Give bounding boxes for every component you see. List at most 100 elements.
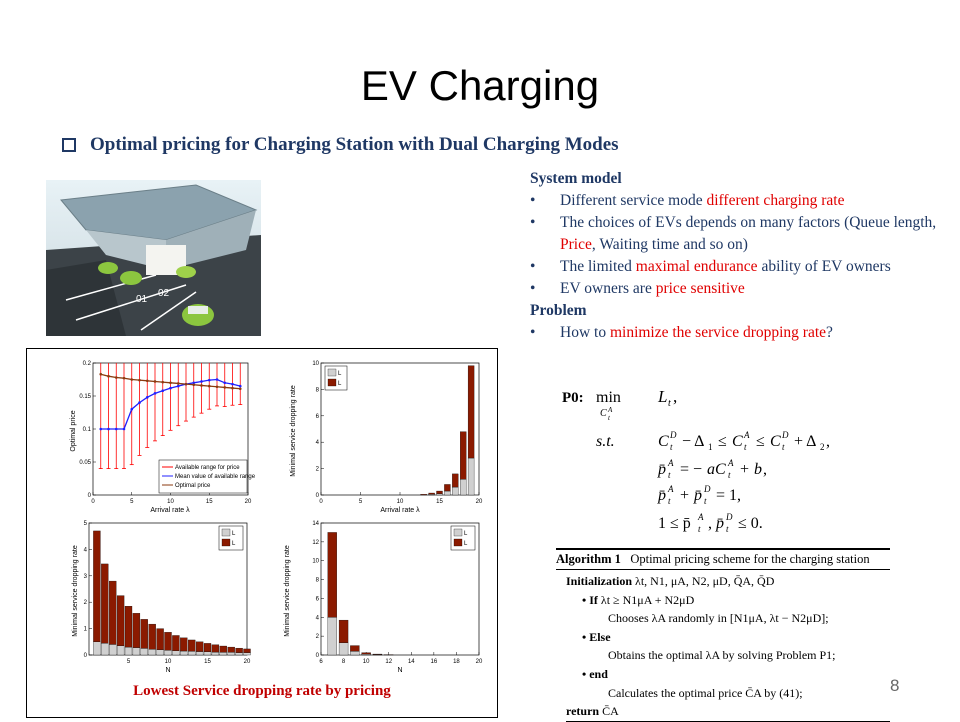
constraint-1: C (658, 433, 669, 450)
svg-text:≤ 0.: ≤ 0. (738, 515, 763, 532)
page-number: 8 (890, 676, 899, 696)
svg-text:D: D (725, 512, 733, 522)
optimal-price-point (192, 383, 195, 386)
optimal-price-point (146, 380, 149, 383)
svg-text:A: A (697, 512, 704, 522)
optimal-price-point (107, 375, 110, 378)
slide-subtitle: Optimal pricing for Charging Station wit… (62, 134, 619, 156)
constraint-4: 1 ≤ p̄ (658, 515, 691, 532)
y-tick-label: 0.05 (79, 460, 91, 466)
constraint-2: p̄ (657, 461, 666, 478)
algo-line-solve: Obtains the optimal λA by solving Proble… (566, 646, 890, 665)
x-tick-label: 20 (476, 659, 483, 665)
bar-ld (93, 531, 100, 642)
bullet-problem: How to minimize the service dropping rat… (530, 322, 950, 344)
y-tick-label: 5 (84, 521, 88, 527)
svg-text:t: t (668, 470, 671, 480)
x-tick-label: 8 (342, 659, 346, 665)
bar-ld (468, 366, 474, 458)
svg-text:t: t (704, 496, 707, 506)
svg-text:p̄: p̄ (693, 487, 702, 504)
algo-line-return: return C̄A (566, 702, 890, 722)
mean-value-point (223, 382, 226, 385)
plot2-ylabel: Minimal service dropping rate (290, 385, 297, 477)
bar-la (468, 458, 474, 495)
bar-ld (141, 619, 148, 648)
bar-la (133, 648, 140, 655)
plot4-legend: L L (451, 526, 475, 550)
y-tick-label: 0.1 (83, 427, 92, 433)
figure-caption: Lowest Service dropping rate by pricing (27, 683, 497, 700)
svg-text:A: A (727, 458, 734, 468)
y-tick-label: 0 (84, 653, 88, 659)
bar-la (212, 652, 219, 655)
svg-text:,: , (708, 515, 712, 532)
bar-la (149, 649, 156, 655)
svg-text:= 1,: = 1, (716, 487, 741, 504)
mean-value-point (99, 428, 102, 431)
bar-la (452, 487, 458, 495)
svg-text:1: 1 (708, 442, 713, 452)
algo-line-if: • If λt ≥ N1μA + N2μD (566, 591, 890, 610)
x-tick-label: 5 (127, 659, 131, 665)
bar-ld (133, 613, 140, 647)
mean-value-point (208, 379, 211, 382)
y-tick-label: 10 (312, 559, 319, 565)
slide-title: EV Charging (0, 62, 960, 110)
bar-la (228, 652, 235, 655)
bar-ld (429, 493, 435, 494)
y-tick-label: 6 (316, 596, 320, 602)
bar-la (236, 653, 243, 655)
bar-ld (149, 624, 156, 649)
plot2-xlabel: Arrival rate λ (380, 507, 420, 514)
mean-value-point (123, 428, 126, 431)
x-tick-label: 10 (167, 499, 174, 505)
y-tick-label: 14 (312, 521, 319, 527)
constraint-3: p̄ (657, 487, 666, 504)
optimal-price-point (115, 376, 118, 379)
bar-ld (452, 474, 458, 487)
min-operator: min (596, 389, 621, 406)
x-tick-label: 14 (408, 659, 415, 665)
x-tick-label: 10 (363, 659, 370, 665)
plot3-xlabel: N (165, 667, 170, 674)
svg-text:aC: aC (707, 461, 726, 478)
algorithm-body: Initialization λt, N1, μA, N2, μD, Q̄A, … (556, 570, 890, 722)
optimal-price-point (123, 377, 126, 380)
x-tick-label: 15 (206, 499, 213, 505)
bar-ld (196, 642, 203, 652)
bullet-price-sensitive: EV owners are price sensitive (530, 278, 950, 300)
plot4-xlabel: N (397, 667, 402, 674)
bar-la (117, 646, 124, 655)
svg-text:C: C (732, 433, 743, 450)
x-tick-label: 10 (397, 499, 404, 505)
optimal-price-point (231, 387, 234, 390)
plot1-xlabel: Arrival rate λ (150, 507, 190, 514)
x-tick-label: 20 (245, 499, 252, 505)
bar-ld (172, 635, 179, 650)
x-tick-label: 20 (244, 659, 251, 665)
svg-text:,: , (763, 461, 767, 478)
svg-text:≤: ≤ (718, 433, 727, 450)
plot1-legend: Available range for price Mean value of … (159, 460, 256, 493)
system-model-heading: System model (530, 168, 950, 190)
bar-ld (204, 643, 211, 651)
x-tick-label: 5 (359, 499, 363, 505)
mean-value-point (115, 428, 118, 431)
x-tick-label: 0 (319, 499, 323, 505)
mean-value-point (154, 392, 157, 395)
objective: L (657, 387, 667, 406)
bar-ld (350, 646, 359, 652)
bar-ld (101, 564, 108, 643)
optimal-price-point (130, 378, 133, 381)
bar-la (157, 650, 164, 655)
problem-label: P0: (562, 390, 584, 406)
svg-text:C: C (770, 433, 781, 450)
svg-text:,: , (673, 387, 677, 406)
mean-value-point (161, 389, 164, 392)
bullet-ev-choices: The choices of EVs depends on many facto… (530, 212, 950, 256)
bar-la (220, 652, 227, 655)
legend-available-range: Available range for price (175, 465, 240, 471)
